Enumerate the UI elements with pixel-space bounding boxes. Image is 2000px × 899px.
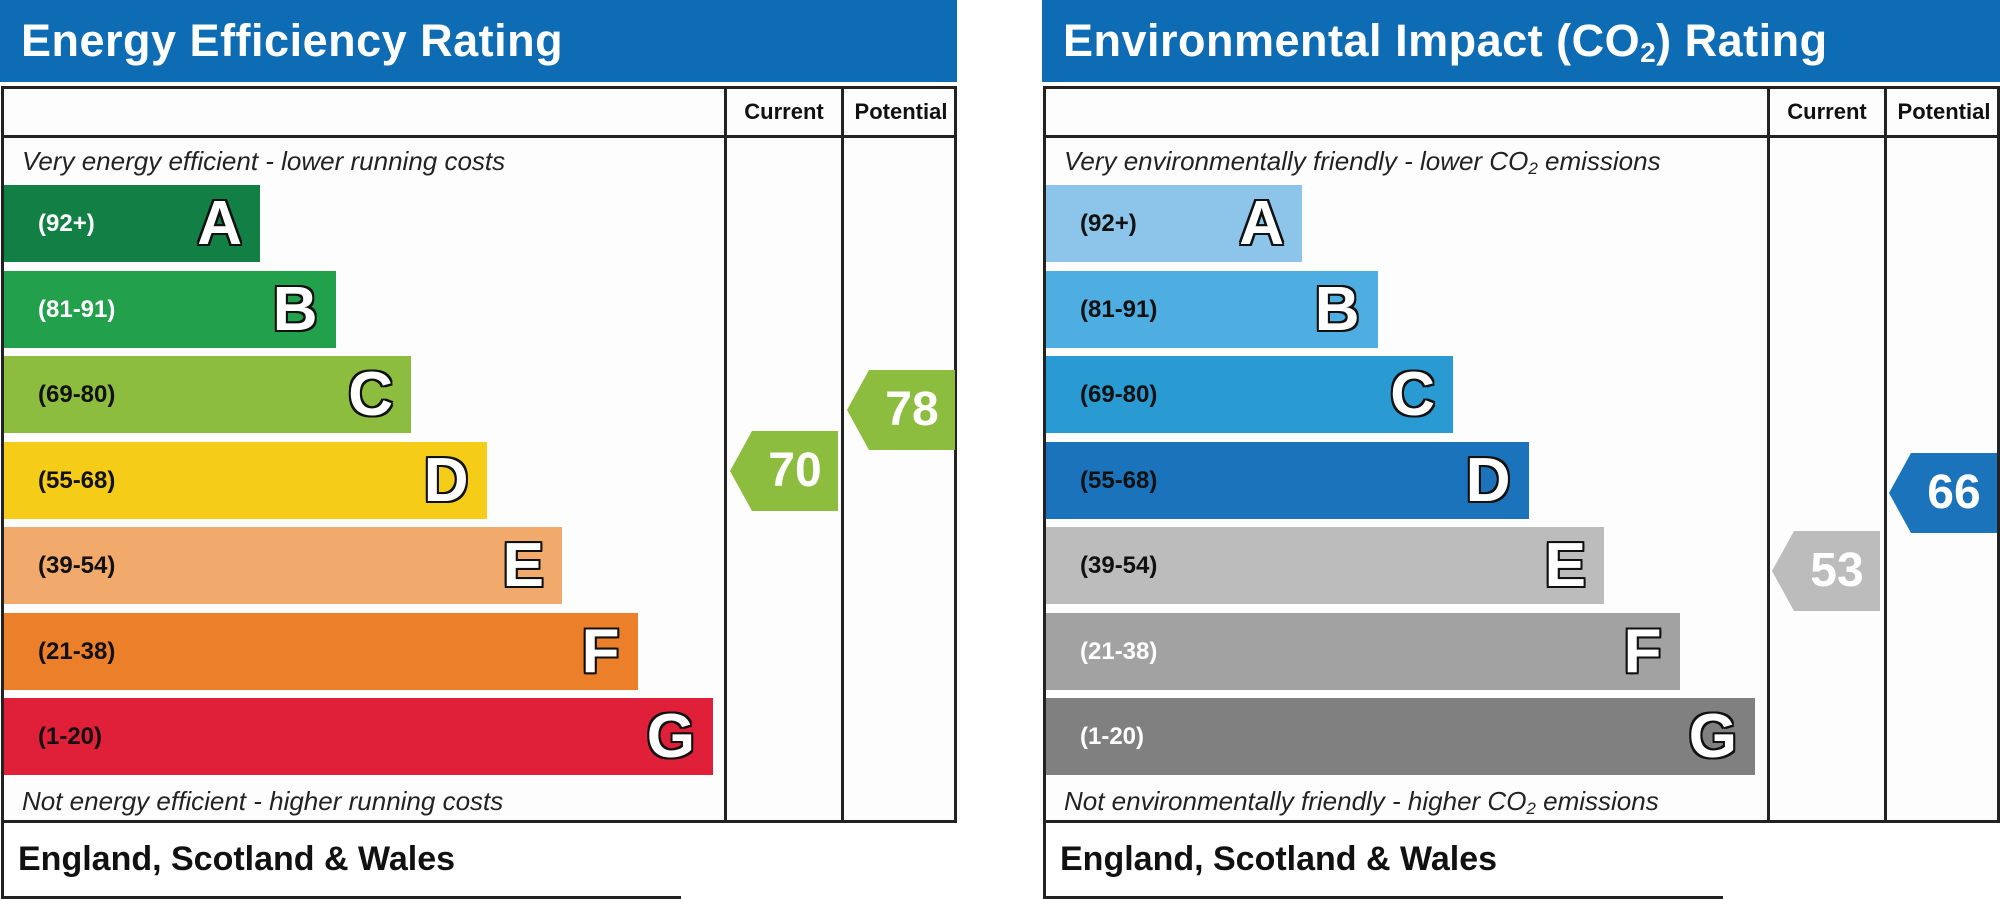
band-letter: G: [646, 702, 695, 771]
band-letter: F: [1623, 616, 1662, 686]
bottom-note-main: Not environmentally friendly - higher CO: [1064, 786, 1527, 816]
column-divider: [1884, 89, 1887, 820]
band-letter: C: [1390, 360, 1435, 429]
rating-band-g: (1-20) G: [1046, 698, 1755, 775]
title-subscript: 2: [1640, 37, 1657, 68]
top-note-subscript: 2: [1528, 159, 1538, 178]
band-range: (1-20): [38, 723, 103, 750]
potential-rating-value: 78: [885, 383, 939, 436]
chart-title: Environmental Impact (CO2) Rating: [1042, 0, 2000, 82]
rating-band-f: (21-38) F: [4, 612, 638, 690]
band-letter: A: [1239, 189, 1284, 258]
current-rating-value: 70: [768, 444, 822, 497]
band-range: (69-80): [1080, 381, 1158, 408]
potential-column-header: Potential: [1897, 99, 1991, 124]
rating-table: Current Potential Very energy efficient …: [1, 86, 957, 823]
rating-band-e: (39-54) E: [4, 527, 562, 604]
rating-band-a: (92+) A: [4, 185, 260, 262]
arrow-shape: [1772, 531, 1880, 611]
title-end: ) Rating: [1656, 15, 1828, 66]
potential-rating-value: 66: [1927, 466, 1981, 519]
rating-band-c: (69-80) C: [1046, 356, 1453, 433]
potential-column-header: Potential: [854, 99, 948, 124]
band-letter: F: [581, 616, 620, 686]
band-letter: E: [1544, 531, 1586, 600]
arrow-shape: [847, 370, 955, 450]
chart-title: Energy Efficiency Rating: [0, 0, 957, 82]
band-range: (39-54): [1080, 552, 1158, 579]
potential-rating-arrow: 66: [1889, 453, 1997, 533]
rating-band-e: (39-54) E: [1046, 527, 1604, 604]
band-letter: G: [1688, 702, 1737, 771]
column-divider: [841, 89, 844, 820]
rating-band-d: (55-68) D: [1046, 441, 1529, 519]
band-letter: A: [197, 189, 242, 258]
title-main: Environmental Impact (CO: [1063, 15, 1641, 66]
bottom-note: Not energy efficient - higher running co…: [22, 786, 504, 816]
bottom-note-end: emissions: [1535, 786, 1659, 816]
rating-band-g: (1-20) G: [4, 698, 713, 775]
band-range: (55-68): [1080, 466, 1158, 494]
potential-rating-arrow: 78: [847, 370, 955, 450]
band-range: (69-80): [38, 381, 116, 408]
current-rating-arrow: 53: [1772, 531, 1880, 611]
top-note-end: emissions: [1537, 146, 1661, 176]
band-letter: B: [1314, 274, 1360, 344]
rating-band-d: (55-68) D: [4, 441, 487, 519]
header-divider: [4, 135, 954, 138]
bottom-note-subscript: 2: [1526, 799, 1536, 818]
band-range: (1-20): [1080, 723, 1145, 750]
arrow-shape: [730, 431, 838, 511]
energy-efficiency-panel: Energy Efficiency Rating Current Potenti…: [0, 0, 957, 899]
band-letter: D: [1465, 445, 1511, 515]
band-letter: C: [348, 360, 393, 429]
band-letter: E: [502, 531, 544, 600]
rating-band-b: (81-91) B: [1046, 270, 1378, 348]
band-range: (21-38): [1080, 637, 1158, 665]
band-range: (92+): [38, 210, 95, 237]
band-range: (81-91): [38, 295, 116, 323]
current-column-header: Current: [744, 99, 824, 124]
band-letter: D: [423, 445, 469, 515]
arrow-shape: [1889, 453, 1997, 533]
rating-band-f: (21-38) F: [1046, 612, 1680, 690]
top-note-main: Very environmentally friendly - lower CO: [1064, 146, 1529, 176]
band-range: (81-91): [1080, 295, 1158, 323]
environmental-impact-panel: Environmental Impact (CO2) Rating Curren…: [1042, 0, 2000, 899]
rating-band-a: (92+) A: [1046, 185, 1302, 262]
header-divider: [1046, 135, 1997, 138]
current-column-header: Current: [1787, 99, 1867, 124]
column-divider: [724, 89, 727, 820]
rating-band-b: (81-91) B: [4, 270, 336, 348]
band-letter: B: [272, 274, 318, 344]
bottom-note: Not environmentally friendly - higher CO…: [1064, 786, 1659, 817]
band-range: (55-68): [38, 466, 116, 494]
rating-band-c: (69-80) C: [4, 356, 411, 433]
current-rating-value: 53: [1810, 544, 1864, 597]
band-range: (39-54): [38, 552, 116, 579]
current-rating-arrow: 70: [730, 431, 838, 511]
region-footer: England, Scotland & Wales: [1043, 823, 1723, 899]
band-range: (21-38): [38, 637, 116, 665]
top-note: Very energy efficient - lower running co…: [22, 146, 506, 176]
region-footer: England, Scotland & Wales: [1, 823, 681, 899]
column-divider: [1767, 89, 1770, 820]
top-note: Very environmentally friendly - lower CO…: [1064, 146, 1661, 177]
rating-table: Current Potential Very environmentally f…: [1043, 86, 2000, 823]
band-range: (92+): [1080, 210, 1137, 237]
